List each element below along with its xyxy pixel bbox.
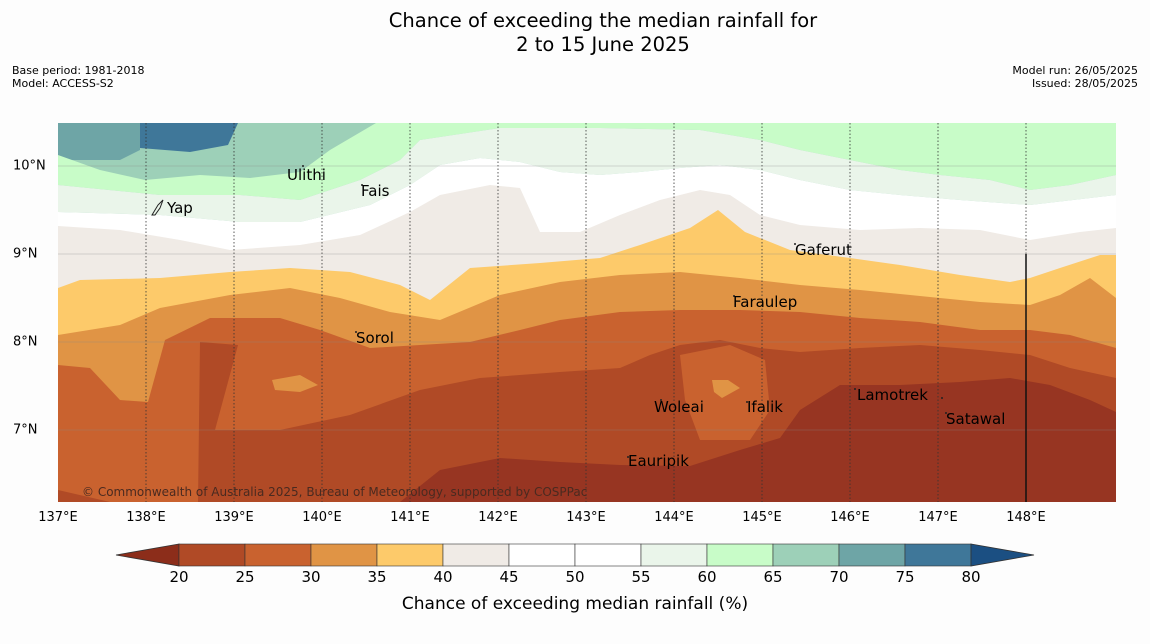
- meta-left: Base period: 1981-2018 Model: ACCESS-S2: [12, 64, 144, 90]
- colorbar-tick-label: 55: [631, 568, 651, 586]
- colorbar-tick-label: 70: [829, 568, 849, 586]
- colorbar-tick-label: 45: [499, 568, 519, 586]
- colorbar-tick-label: 80: [961, 568, 981, 586]
- colorbar-arrow-high: [970, 543, 1035, 567]
- place-label-yap: Yap: [167, 199, 193, 217]
- colorbar-tick-label: 75: [895, 568, 915, 586]
- title-line-2: 2 to 15 June 2025: [516, 33, 690, 56]
- colorbar-tick-label: 40: [433, 568, 453, 586]
- lon-label: 140°E: [302, 510, 342, 525]
- colorbar-segment: [904, 543, 972, 567]
- copyright-credit: © Commonwealth of Australia 2025, Bureau…: [82, 485, 588, 499]
- colorbar-arrow-low: [115, 543, 180, 567]
- lat-label: 10°N: [13, 158, 46, 174]
- place-label-gaferut: Gaferut: [795, 241, 852, 259]
- colorbar-segment: [772, 543, 840, 567]
- probability-contours: [58, 123, 1116, 502]
- island-markers: [151, 165, 947, 458]
- colorbar-segment: [376, 543, 444, 567]
- colorbar-segment: [706, 543, 774, 567]
- colorbar-tick-label: 25: [235, 568, 255, 586]
- colorbar-segment: [178, 543, 246, 567]
- title-line-1: Chance of exceeding the median rainfall …: [388, 9, 818, 32]
- place-label-ifalik: Ifalik: [747, 398, 783, 416]
- place-label-faraulep: Faraulep: [733, 293, 798, 311]
- colorbar-segment: [310, 543, 378, 567]
- lon-label: 137°E: [38, 510, 78, 525]
- model-name: Model: ACCESS-S2: [12, 77, 114, 90]
- lon-label: 142°E: [478, 510, 518, 525]
- colorbar-segment: [442, 543, 510, 567]
- lon-label: 146°E: [830, 510, 870, 525]
- colorbar-segment: [244, 543, 312, 567]
- colorbar-tick-label: 50: [565, 568, 585, 586]
- lat-label: 9°N: [13, 246, 38, 262]
- lon-label: 143°E: [566, 510, 606, 525]
- lon-label: 138°E: [126, 510, 166, 525]
- colorbar-tick-label: 30: [301, 568, 321, 586]
- place-label-eauripik: Eauripik: [628, 452, 689, 470]
- model-run: Model run: 26/05/2025: [1012, 64, 1138, 77]
- base-period: Base period: 1981-2018: [12, 64, 145, 77]
- lat-label: 7°N: [13, 422, 38, 438]
- colorbar-tick-label: 65: [763, 568, 783, 586]
- meta-right: Model run: 26/05/2025 Issued: 28/05/2025: [1012, 64, 1138, 90]
- lon-label: 148°E: [1006, 510, 1046, 525]
- lon-label: 141°E: [390, 510, 430, 525]
- place-label-sorol: Sorol: [356, 329, 394, 347]
- colorbar-label: Chance of exceeding median rainfall (%): [401, 594, 749, 614]
- colorbar-segment: [574, 543, 642, 567]
- colorbar-segment: [640, 543, 708, 567]
- map-title: Chance of exceeding the median rainfall …: [0, 9, 1150, 57]
- place-label-fais: Fais: [361, 182, 390, 200]
- colorbar-tick-label: 20: [169, 568, 189, 586]
- colorbar-tick-label: 60: [697, 568, 717, 586]
- issued-date: Issued: 28/05/2025: [1031, 77, 1138, 90]
- colorbar-segment: [508, 543, 576, 567]
- place-label-woleai: Woleai: [654, 398, 704, 416]
- colorbar-tick-label: 35: [367, 568, 387, 586]
- place-label-ulithi: Ulithi: [287, 166, 326, 184]
- lon-label: 147°E: [918, 510, 958, 525]
- lat-label: 8°N: [13, 334, 38, 350]
- colorbar: [115, 543, 1035, 567]
- lon-label: 144°E: [654, 510, 694, 525]
- place-label-lamotrek: Lamotrek: [857, 386, 928, 404]
- place-label-satawal: Satawal: [946, 410, 1006, 428]
- lon-label: 145°E: [742, 510, 782, 525]
- colorbar-segment: [838, 543, 906, 567]
- lon-label: 139°E: [214, 510, 254, 525]
